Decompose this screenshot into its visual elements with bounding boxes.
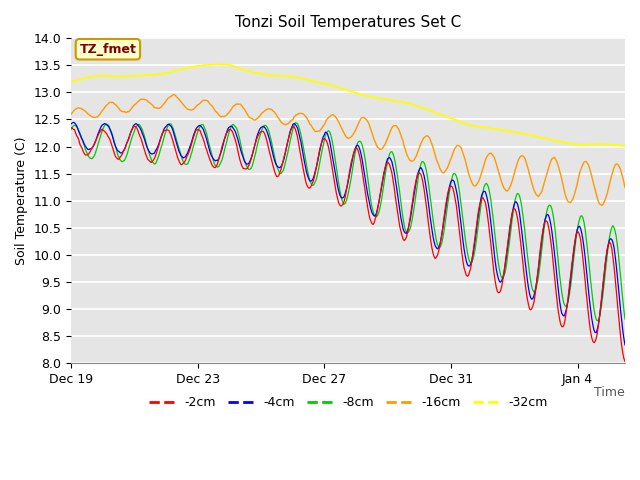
Text: Time: Time bbox=[595, 386, 625, 399]
Text: TZ_fmet: TZ_fmet bbox=[79, 43, 136, 56]
Title: Tonzi Soil Temperatures Set C: Tonzi Soil Temperatures Set C bbox=[235, 15, 461, 30]
Y-axis label: Soil Temperature (C): Soil Temperature (C) bbox=[15, 136, 28, 265]
Legend: -2cm, -4cm, -8cm, -16cm, -32cm: -2cm, -4cm, -8cm, -16cm, -32cm bbox=[144, 391, 552, 414]
